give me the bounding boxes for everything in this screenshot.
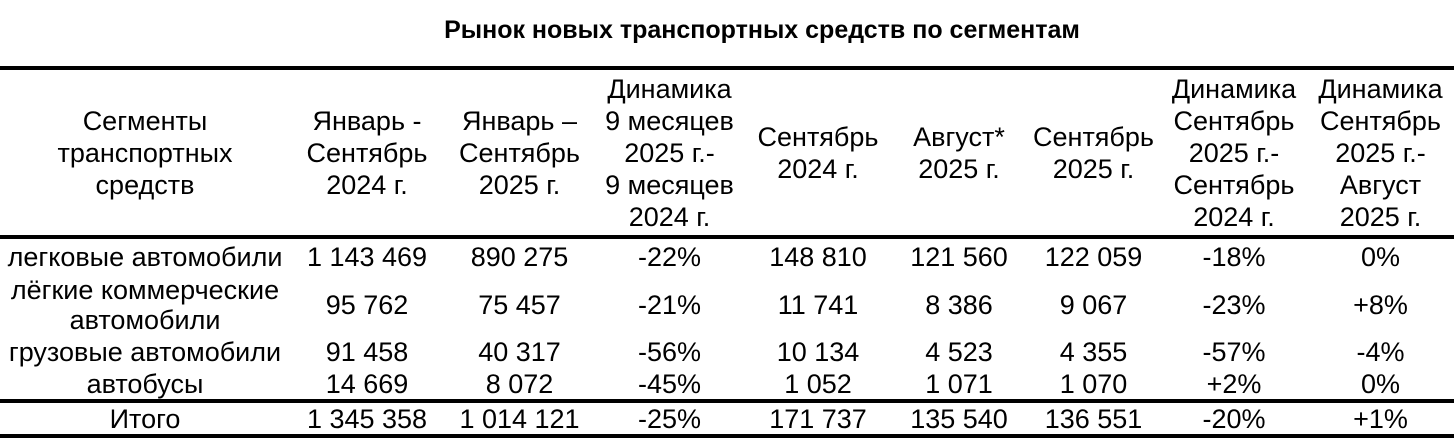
value-cell: -21% xyxy=(637,290,702,320)
value-cell: 890 275 xyxy=(470,241,569,272)
total-value-cell: -25% xyxy=(637,403,702,434)
total-value-cell: +1% xyxy=(1353,403,1408,434)
column-header-jan-sep-2024: Январь - Сентябрь 2024 г. xyxy=(306,105,428,200)
value-cell: 8 072 xyxy=(485,368,554,399)
total-value-cell: 1 014 121 xyxy=(459,403,580,434)
value-cell: 0% xyxy=(1360,241,1401,272)
column-header-sep-2025: Сентябрь 2025 г. xyxy=(1033,121,1154,184)
vehicle-market-table: Сегменты транспортных средств Январь - С… xyxy=(0,66,1454,438)
value-cell: 14 669 xyxy=(325,368,409,399)
value-cell: 11 741 xyxy=(777,290,859,320)
value-cell: 0% xyxy=(1360,368,1401,399)
value-cell: 121 560 xyxy=(910,241,1008,272)
column-header-dynamics-sep-aug: Динамика Сентябрь 2025 г.- Август 2025 г… xyxy=(1318,73,1443,232)
table-header-row: Сегменты транспортных средств Январь - С… xyxy=(0,68,1454,237)
total-value-cell: 171 737 xyxy=(769,403,867,434)
segment-cell: грузовые автомобили xyxy=(8,337,282,367)
total-value-cell: -20% xyxy=(1202,403,1266,434)
column-header-jan-sep-2025: Январь – Сентябрь 2025 г. xyxy=(459,105,580,200)
value-cell: 122 059 xyxy=(1044,241,1143,272)
segment-cell: лёгкие коммерческие автомобили xyxy=(10,275,280,335)
value-cell: 10 134 xyxy=(776,337,860,367)
table-row-buses: автобусы 14 669 8 072 -45% 1 052 1 071 1… xyxy=(0,368,1454,401)
value-cell: -18% xyxy=(1202,241,1266,272)
value-cell: -56% xyxy=(637,337,702,367)
table-row-trucks: грузовые автомобили 91 458 40 317 -56% 1… xyxy=(0,336,1454,368)
value-cell: 75 457 xyxy=(478,290,561,320)
value-cell: 9 067 xyxy=(1059,290,1128,320)
total-label: Итого xyxy=(109,403,181,434)
value-cell: -45% xyxy=(637,368,702,399)
value-cell: 1 143 469 xyxy=(306,241,428,272)
value-cell: 95 762 xyxy=(325,290,409,320)
value-cell: 40 317 xyxy=(478,337,561,367)
table-total-row: Итого 1 345 358 1 014 121 -25% 171 737 1… xyxy=(0,401,1454,436)
total-value-cell: 136 551 xyxy=(1044,403,1143,434)
value-cell: 1 071 xyxy=(925,368,993,399)
value-cell: +8% xyxy=(1353,290,1408,320)
value-cell: -57% xyxy=(1202,337,1266,367)
table-row-passenger-cars: легковые автомобили 1 143 469 890 275 -2… xyxy=(0,237,1454,274)
table-row-light-commercial: лёгкие коммерческие автомобили 95 762 75… xyxy=(0,274,1454,336)
value-cell: -22% xyxy=(637,241,702,272)
column-header-dynamics-sep-sep: Динамика Сентябрь 2025 г.- Сентябрь 2024… xyxy=(1171,73,1297,232)
total-value-cell: 135 540 xyxy=(910,403,1008,434)
segment-cell: легковые автомобили xyxy=(7,241,283,272)
column-header-dynamics-9m: Динамика 9 месяцев 2025 г.- 9 месяцев 20… xyxy=(605,73,734,232)
value-cell: 1 052 xyxy=(784,368,852,399)
column-header-segments: Сегменты транспортных средств xyxy=(57,105,233,200)
total-value-cell: 1 345 358 xyxy=(306,403,428,434)
value-cell: -23% xyxy=(1202,290,1266,320)
value-cell: -4% xyxy=(1356,337,1405,367)
segment-cell: автобусы xyxy=(86,368,204,399)
value-cell: 8 386 xyxy=(925,290,993,320)
page-title: Рынок новых транспортных средств по сегм… xyxy=(444,16,1080,44)
value-cell: 91 458 xyxy=(325,337,409,367)
value-cell: 4 355 xyxy=(1059,337,1128,367)
column-header-aug-2025: Август* 2025 г. xyxy=(913,121,1005,184)
value-cell: 1 070 xyxy=(1059,368,1128,399)
value-cell: 4 523 xyxy=(925,337,993,367)
column-header-sep-2024: Сентябрь 2024 г. xyxy=(757,121,879,184)
value-cell: 148 810 xyxy=(769,241,867,272)
value-cell: +2% xyxy=(1206,368,1262,399)
